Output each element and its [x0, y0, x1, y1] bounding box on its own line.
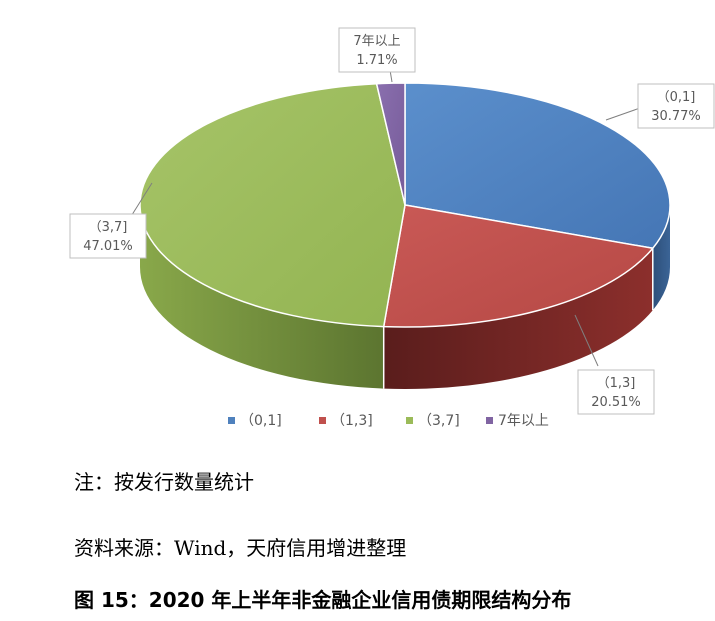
slice-category-label-7: 7年以上 — [353, 34, 400, 49]
label-box-3-7 — [69, 213, 147, 259]
slice-category-label-3-7: （3,7] — [89, 220, 128, 235]
legend-label-1-3: （1,3] — [331, 413, 373, 429]
chart-note: 注：按发行数量统计 — [74, 470, 254, 494]
pie-slice-1-3 — [382, 204, 654, 328]
pie-slice-0-1 — [404, 82, 671, 250]
leader-lines — [129, 69, 641, 367]
slice-labels: （0,1] 30.77% （1,3] 20.51% （3,7] 47.01% 7年以上 1.7… — [69, 27, 715, 415]
pie-side-1-3 — [383, 248, 653, 389]
pie-sides — [140, 205, 670, 389]
slice-category-label-1-3: （1,3] — [597, 376, 636, 391]
pie-side-0-1 — [652, 205, 670, 311]
legend-label-3-7: （3,7] — [418, 413, 460, 429]
leader-line-0-1 — [605, 107, 641, 121]
figure-caption: 图 15：2020 年上半年非金融企业信用债期限结构分布 — [74, 588, 572, 612]
legend-label-7: 7年以上 — [498, 413, 549, 429]
legend-label-0-1: （0,1] — [240, 413, 282, 429]
label-box-0-1 — [637, 83, 715, 129]
legend-swatch-1-3 — [319, 417, 326, 424]
slice-value-label-0-1: 30.77% — [651, 109, 701, 124]
pie-chart: （0,1] 30.77% （1,3] 20.51% （3,7] 47.01% 7年以上 1.7… — [69, 27, 715, 429]
slice-value-label-1-3: 20.51% — [591, 395, 641, 410]
pie-slice-3-7 — [139, 82, 406, 328]
data-source: 资料来源：Wind，天府信用增进整理 — [74, 536, 407, 560]
slice-category-label-0-1: （0,1] — [657, 90, 696, 105]
legend: （0,1] （1,3] （3,7] 7年以上 — [228, 413, 549, 429]
pie-side-3-7 — [140, 205, 384, 389]
label-box-7 — [338, 27, 416, 73]
label-box-1-3 — [577, 369, 655, 415]
leader-line-1-3 — [574, 314, 599, 367]
pie-slice-7 — [375, 82, 406, 206]
pie-tops — [139, 82, 671, 328]
legend-swatch-0-1 — [228, 417, 235, 424]
legend-swatch-7 — [486, 417, 493, 424]
legend-swatch-3-7 — [406, 417, 413, 424]
leader-line-3-7 — [129, 182, 153, 219]
slice-value-label-3-7: 47.01% — [83, 239, 133, 254]
slice-value-label-7: 1.71% — [356, 53, 397, 68]
